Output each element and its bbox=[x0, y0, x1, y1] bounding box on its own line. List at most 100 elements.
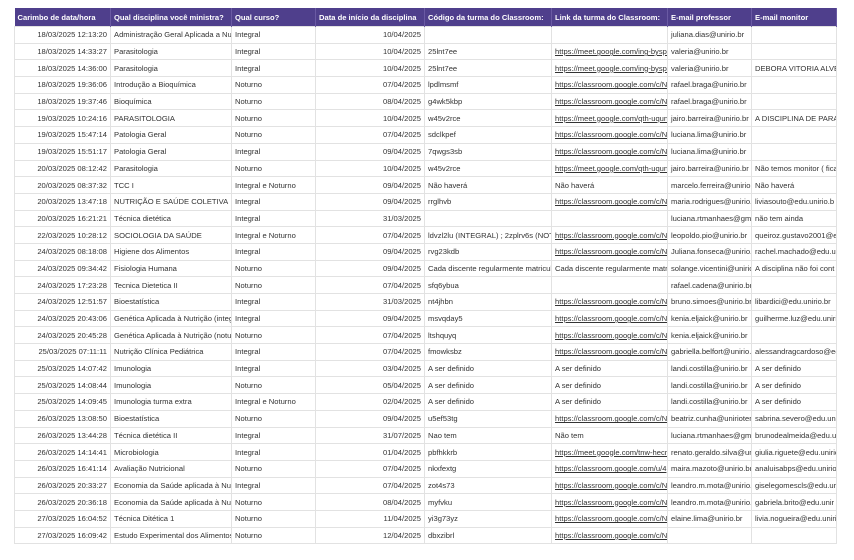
table-row: 25/03/2025 14:07:42 Imunologia Integral 03/… bbox=[14, 359, 837, 378]
table-cell: Integral bbox=[231, 293, 316, 311]
link-cell[interactable]: https://classroom.google.com/c/N bbox=[551, 409, 668, 428]
table-row: 24/03/2025 08:18:08 Higiene dos Alimentos… bbox=[14, 242, 837, 261]
table-cell: 26/03/2025 16:41:14 bbox=[14, 459, 111, 478]
link-cell[interactable]: https://classroom.google.com/c/N bbox=[551, 242, 668, 261]
link-cell[interactable]: https://classroom.google.com/c/N bbox=[551, 343, 668, 361]
link-cell[interactable]: https://classroom.google.com/c/N bbox=[551, 76, 668, 94]
table-cell: A ser definido bbox=[551, 376, 668, 395]
table-cell: guilherme.luz@edu.uniri bbox=[751, 309, 837, 328]
table-cell: 11/04/2025 bbox=[315, 509, 425, 528]
table-cell: Integral bbox=[231, 426, 316, 445]
table-cell: DEBORA VITORIA ALVES bbox=[751, 59, 837, 78]
link-cell[interactable]: https://meet.google.com/qth-uqun bbox=[551, 159, 668, 178]
link-cell[interactable]: https://classroom.google.com/c/N bbox=[551, 309, 668, 328]
table-cell: 18/03/2025 12:13:20 bbox=[14, 26, 111, 44]
table-cell: TCC I bbox=[110, 176, 232, 194]
table-row: 26/03/2025 14:14:41 Microbiologia Integral… bbox=[14, 443, 837, 461]
table-cell: valeria@unirio.br bbox=[667, 59, 752, 78]
table-cell: 08/04/2025 bbox=[315, 493, 425, 511]
link-cell[interactable]: https://meet.google.com/ing-bysp- bbox=[551, 42, 668, 61]
table-cell: 31/07/2025 bbox=[315, 426, 425, 445]
table-cell: sfq6ybua bbox=[424, 276, 552, 294]
link-cell[interactable]: https://classroom.google.com/c/N bbox=[551, 293, 668, 311]
table-cell: Integral bbox=[231, 192, 316, 211]
table-cell: Integral bbox=[231, 443, 316, 461]
table-cell: Integral bbox=[231, 476, 316, 495]
table-cell: 18/03/2025 14:36:00 bbox=[14, 59, 111, 78]
table-cell: lpdlmsmf bbox=[424, 76, 552, 94]
table-cell: Imunologia turma extra bbox=[110, 393, 232, 411]
column-header: Código da turma do Classroom: bbox=[424, 8, 552, 27]
table-row: 18/03/2025 12:13:20 Administração Geral A… bbox=[14, 26, 837, 44]
table-cell: Economia da Saúde aplicada à Nutr bbox=[110, 476, 232, 495]
table-cell: maria.rodrigues@unirio.t bbox=[667, 192, 752, 211]
link-cell[interactable]: https://classroom.google.com/c/N bbox=[551, 509, 668, 528]
table-cell: Integral bbox=[231, 359, 316, 378]
table-cell: sdclkpef bbox=[424, 126, 552, 144]
table-cell: nkxfextg bbox=[424, 459, 552, 478]
link-cell[interactable]: https://classroom.google.com/c/N bbox=[551, 493, 668, 511]
table-cell bbox=[751, 42, 837, 61]
table-row: 24/03/2025 20:45:28 Genética Aplicada à N… bbox=[14, 326, 837, 345]
table-cell: zot4s73 bbox=[424, 476, 552, 495]
link-cell[interactable]: https://meet.google.com/ing-bysp- bbox=[551, 59, 668, 78]
table-row: 25/03/2025 14:09:45 Imunologia turma extr… bbox=[14, 393, 837, 411]
table-cell: marcelo.ferreira@unirio.t bbox=[667, 176, 752, 194]
link-cell[interactable]: https://meet.google.com/qth-uqun bbox=[551, 109, 668, 128]
link-cell[interactable]: https://classroom.google.com/c/N bbox=[551, 126, 668, 144]
table-cell: ldvzl2lu (INTEGRAL) ; 2zplrv6s (NOTUI bbox=[424, 226, 552, 244]
table-cell: 25lnt7ee bbox=[424, 42, 552, 61]
link-cell[interactable]: https://classroom.google.com/c/N bbox=[551, 192, 668, 211]
table-cell: Noturno bbox=[231, 409, 316, 428]
link-cell[interactable]: https://meet.google.com/tnw-hecn bbox=[551, 443, 668, 461]
table-cell: NUTRIÇÃO E SAÚDE COLETIVA bbox=[110, 192, 232, 211]
link-cell[interactable]: https://classroom.google.com/c/N bbox=[551, 526, 668, 545]
table-cell: Noturno bbox=[231, 76, 316, 94]
table-row: 19/03/2025 15:51:17 Patologia Geral Integr… bbox=[14, 142, 837, 161]
table-cell: Tecnica Dietetica II bbox=[110, 276, 232, 294]
table-cell: 09/04/2025 bbox=[315, 192, 425, 211]
table-cell: Estudo Experimental dos Alimentos bbox=[110, 526, 232, 545]
link-cell[interactable]: https://classroom.google.com/c/N bbox=[551, 476, 668, 495]
table-cell: 10/04/2025 bbox=[315, 26, 425, 44]
link-cell[interactable]: https://classroom.google.com/u/4 bbox=[551, 459, 668, 478]
table-cell: 26/03/2025 13:08:50 bbox=[14, 409, 111, 428]
link-cell[interactable]: https://classroom.google.com/c/N bbox=[551, 142, 668, 161]
table-row: 20/03/2025 16:21:21 Técnica dietética Inte… bbox=[14, 209, 837, 228]
column-header: E-mail monitor bbox=[751, 8, 837, 27]
table-cell: beatriz.cunha@unirioter bbox=[667, 409, 752, 428]
table-cell: Parasitologia bbox=[110, 42, 232, 61]
table-cell: brunodealmeida@edu.ur bbox=[751, 426, 837, 445]
table-cell: Economia da Saúde aplicada à Nutri bbox=[110, 493, 232, 511]
table-row: 24/03/2025 17:23:28 Tecnica Dietetica II N… bbox=[14, 276, 837, 294]
link-cell[interactable]: https://classroom.google.com/c/N bbox=[551, 226, 668, 244]
table-cell: Não haverá bbox=[424, 176, 552, 194]
table-cell: 10/04/2025 bbox=[315, 159, 425, 178]
table-cell: giselegomescls@edu.uni bbox=[751, 476, 837, 495]
table-cell: 10/04/2025 bbox=[315, 42, 425, 61]
table-cell: Administração Geral Aplicada a Nutr bbox=[110, 26, 232, 44]
table-cell: Fisiologia Humana bbox=[110, 259, 232, 278]
table-cell: Não haverá bbox=[551, 176, 668, 194]
table-cell: solange.vicentini@unirio bbox=[667, 259, 752, 278]
link-cell[interactable]: https://classroom.google.com/c/N bbox=[551, 326, 668, 345]
header-row: Carimbo de data/hora Qual disciplina você… bbox=[14, 8, 837, 27]
table-row: 18/03/2025 14:36:00 Parasitologia Integral… bbox=[14, 59, 837, 78]
table-cell: valeria@unirio.br bbox=[667, 42, 752, 61]
table-cell: libardici@edu.unirio.br bbox=[751, 293, 837, 311]
table-cell: rafael.cadena@unirio.br bbox=[667, 276, 752, 294]
table-cell: Técnica dietética II bbox=[110, 426, 232, 445]
table-cell: 24/03/2025 12:51:57 bbox=[14, 293, 111, 311]
table-cell bbox=[551, 276, 668, 294]
table-cell: Integral bbox=[231, 309, 316, 328]
column-header: Data de início da disciplina bbox=[315, 8, 425, 27]
table-cell: A disciplina não foi cont bbox=[751, 259, 837, 278]
table-cell: 31/03/2025 bbox=[315, 209, 425, 228]
table-cell: 24/03/2025 09:34:42 bbox=[14, 259, 111, 278]
link-cell[interactable]: https://classroom.google.com/c/N bbox=[551, 92, 668, 111]
table-cell: A ser definido bbox=[551, 393, 668, 411]
table-cell: Parasitologia bbox=[110, 159, 232, 178]
table-cell: 01/04/2025 bbox=[315, 443, 425, 461]
table-cell: Integral bbox=[231, 209, 316, 228]
